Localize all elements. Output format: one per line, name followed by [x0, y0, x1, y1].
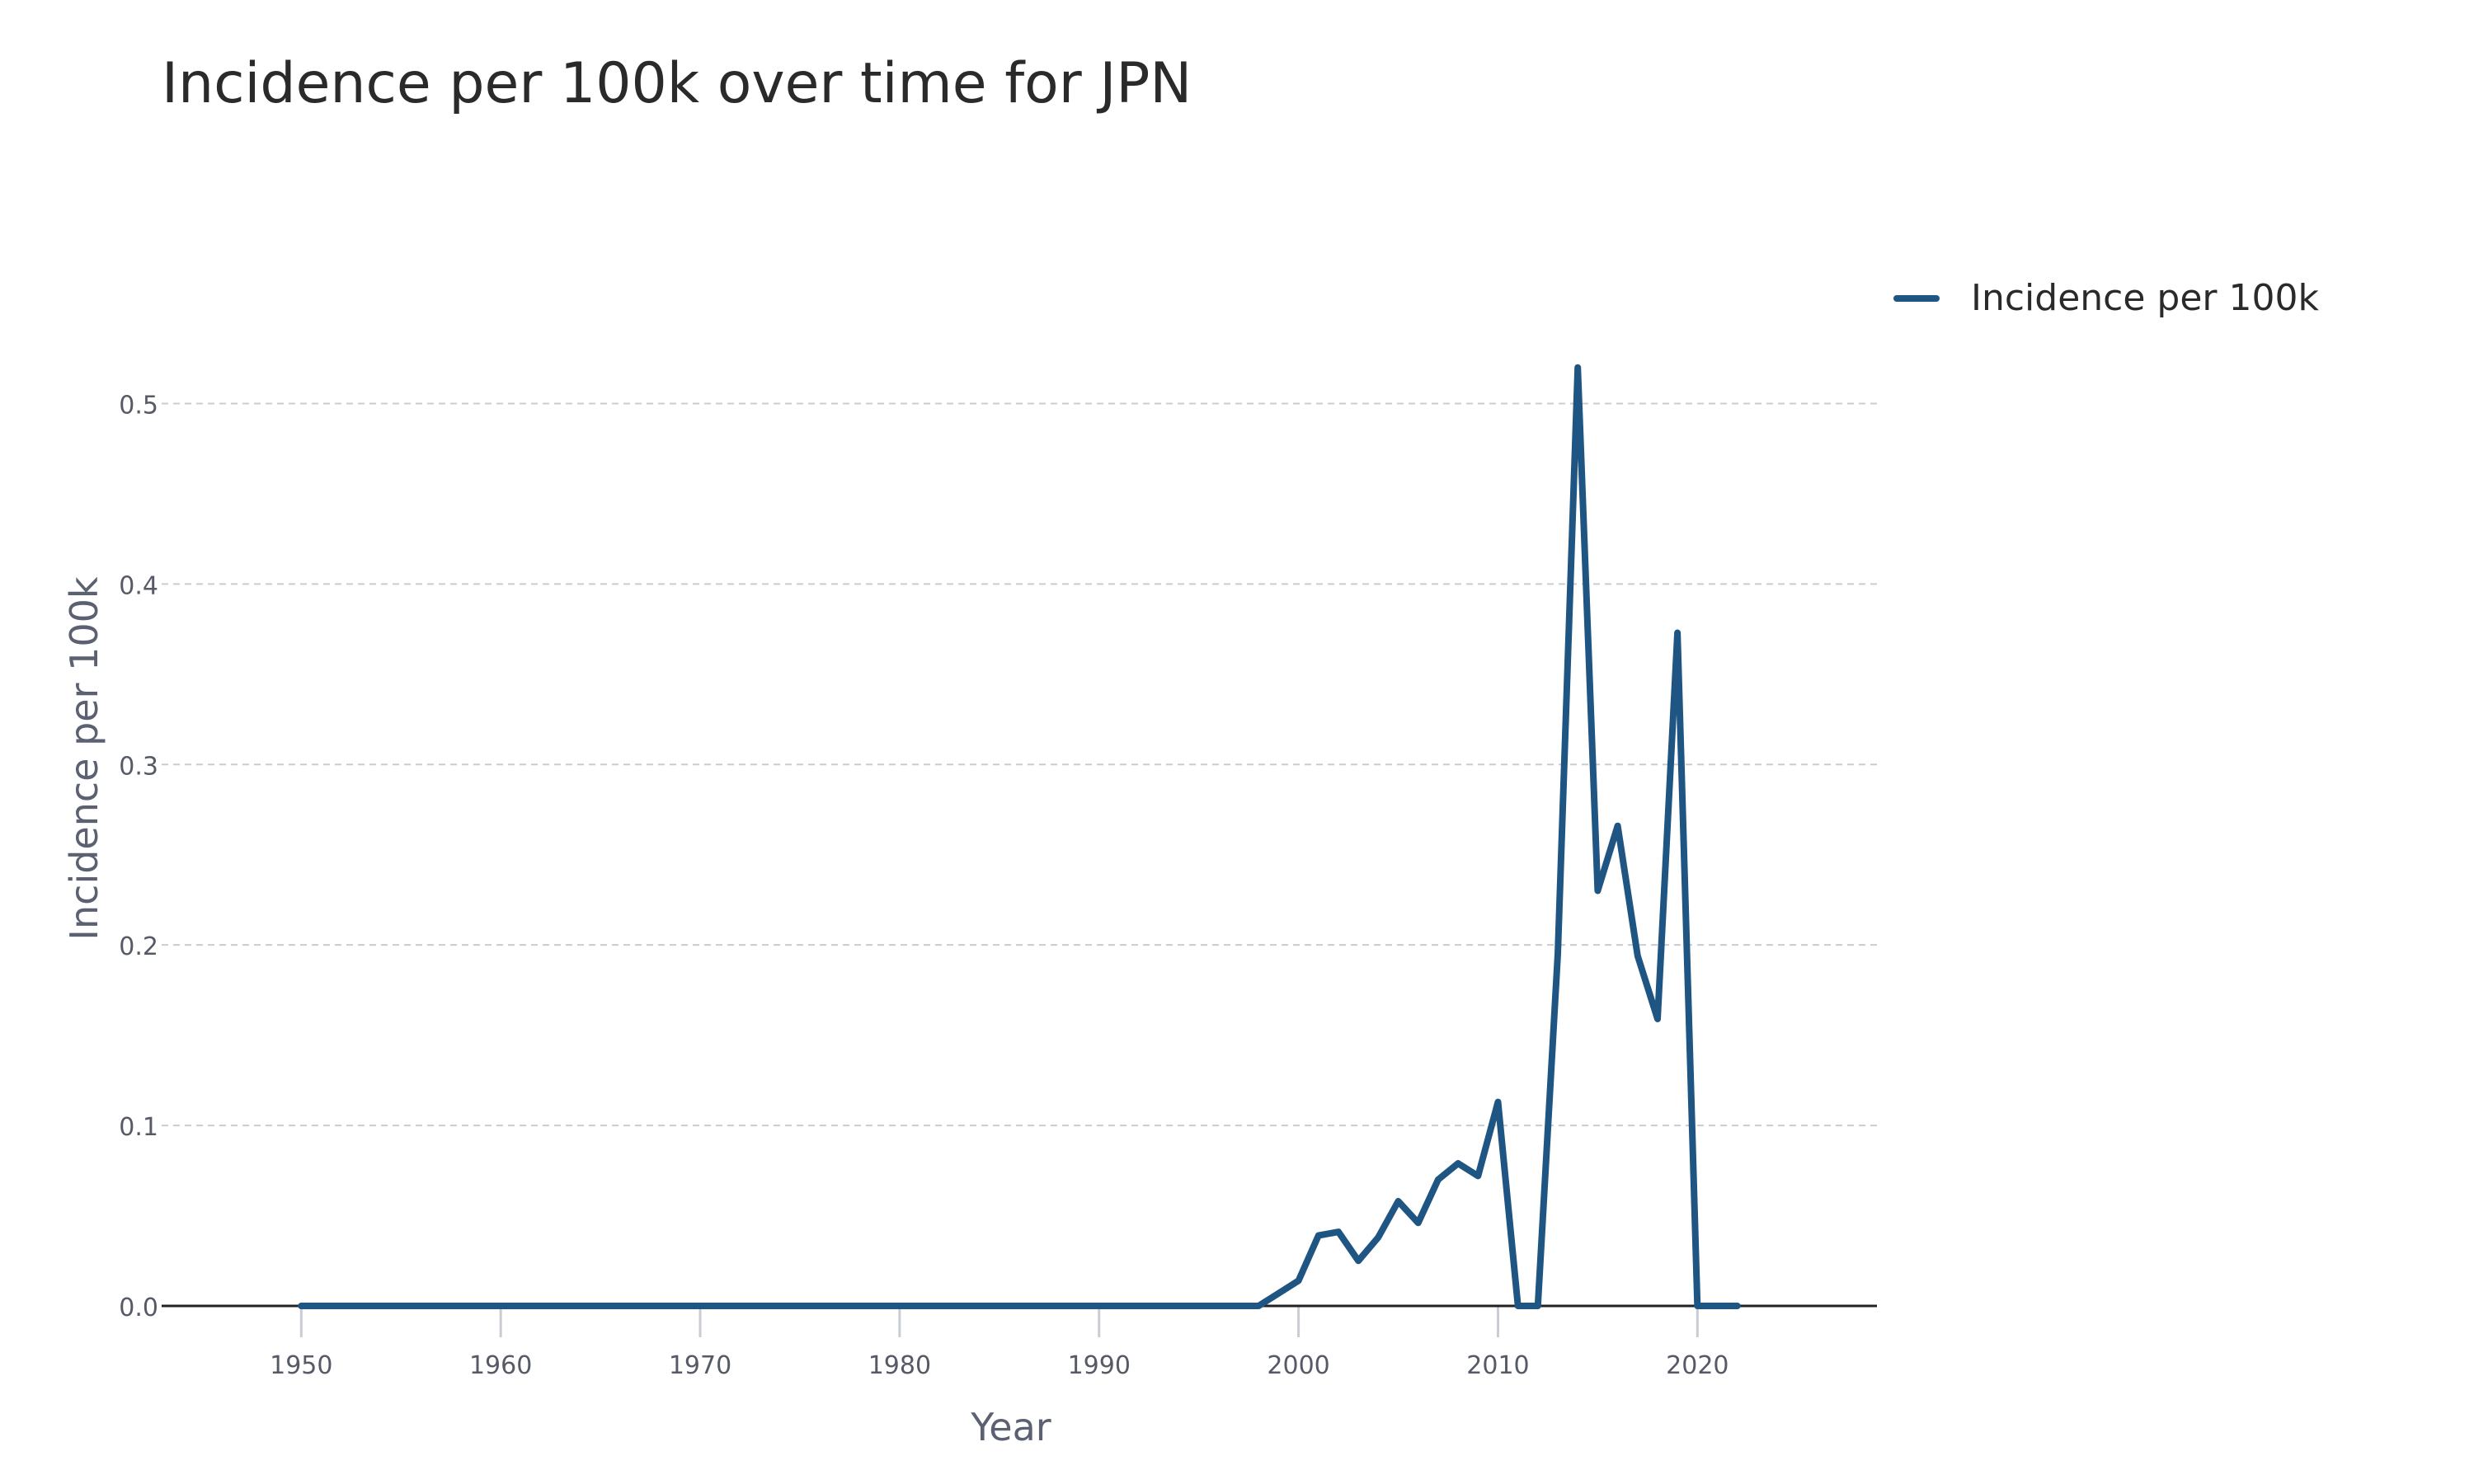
y-tick-label: 0.4	[119, 571, 158, 600]
legend-label: Incidence per 100k	[1971, 277, 2319, 319]
y-tick-label: 0.2	[119, 932, 158, 961]
x-tick-label: 2010	[1466, 1351, 1529, 1380]
y-tick-label: 0.1	[119, 1113, 158, 1142]
x-tick-label: 1980	[868, 1351, 931, 1380]
x-tick-label: 1960	[469, 1351, 532, 1380]
legend[interactable]: Incidence per 100k	[1893, 277, 2319, 319]
y-tick-label: 0.5	[119, 391, 158, 420]
series-line	[298, 364, 1741, 1309]
legend-swatch	[1893, 294, 1940, 302]
y-tick-label: 0.3	[119, 752, 158, 781]
x-tick-label: 1950	[270, 1351, 332, 1380]
x-axis-title: Year	[971, 1405, 1051, 1449]
chart-title: Incidence per 100k over time for JPN	[162, 51, 1192, 116]
x-tick-label: 2020	[1666, 1351, 1729, 1380]
x-tick-label: 2000	[1267, 1351, 1329, 1380]
y-tick-label: 0.0	[119, 1294, 158, 1322]
x-tick-label: 1990	[1068, 1351, 1131, 1380]
y-axis-title: Incidence per 100k	[62, 576, 106, 941]
x-tick-label: 1970	[669, 1351, 731, 1380]
